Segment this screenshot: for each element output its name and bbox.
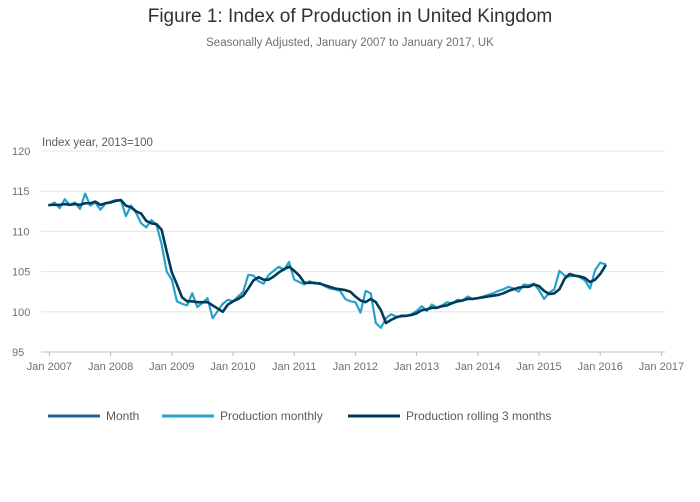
- gridlines: [41, 150, 665, 353]
- legend-label: Production monthly: [220, 409, 323, 423]
- series-production-rolling-3-months: [48, 198, 607, 325]
- x-tick-label: Jan 2009: [149, 361, 194, 373]
- legend-item: Production rolling 3 months: [348, 409, 551, 423]
- y-axis-label: Index year, 2013=100: [42, 137, 153, 149]
- y-tick-label: 110: [12, 226, 30, 238]
- series-production-monthly: [48, 192, 607, 329]
- x-tick-label: Jan 2013: [394, 361, 439, 373]
- plot-area: [48, 192, 607, 329]
- chart-subtitle: Seasonally Adjusted, January 2007 to Jan…: [206, 37, 494, 49]
- legend-item: Month: [48, 409, 139, 423]
- x-tick-labels: Jan 2007 Jan 2008 Jan 2009 Jan 2010 Jan 2011…: [27, 352, 684, 373]
- x-tick-label: Jan 2016: [578, 361, 623, 373]
- x-tick-label: Jan 2008: [88, 361, 133, 373]
- x-tick-label: Jan 2015: [516, 361, 561, 373]
- y-tick-label: 105: [12, 267, 30, 279]
- y-tick-label: 100: [12, 307, 30, 319]
- legend-label: Production rolling 3 months: [406, 409, 551, 423]
- legend: Month Production monthly Production rollin…: [48, 409, 551, 423]
- x-tick-label: Jan 2011: [272, 361, 316, 373]
- y-tick-label: 95: [12, 347, 24, 359]
- y-tick-labels: 95 100 105 110 115 120: [12, 146, 30, 359]
- legend-label: Month: [106, 409, 139, 423]
- x-tick-label: Jan 2010: [210, 361, 255, 373]
- x-tick-label: Jan 2014: [455, 361, 500, 373]
- x-tick-label: Jan 2007: [27, 361, 72, 373]
- y-tick-label: 115: [12, 186, 30, 198]
- legend-item: Production monthly: [162, 409, 323, 423]
- x-tick-label: Jan 2017: [639, 361, 684, 373]
- x-tick-label: Jan 2012: [333, 361, 378, 373]
- y-tick-label: 120: [12, 146, 30, 158]
- chart-title: Figure 1: Index of Production in United …: [147, 6, 553, 27]
